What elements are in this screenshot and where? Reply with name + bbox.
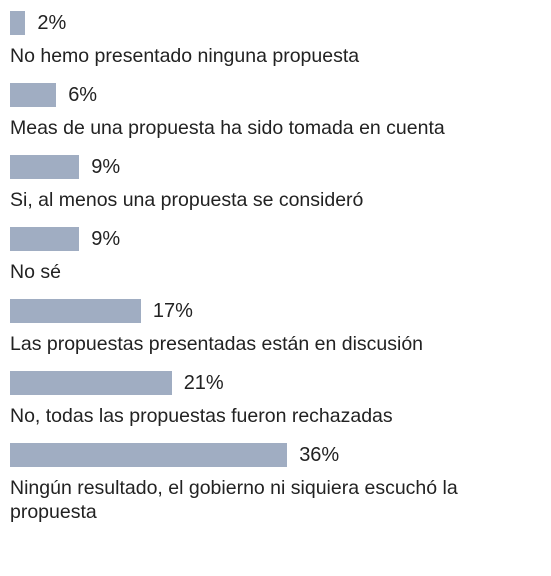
bar-line: 6% (10, 82, 551, 108)
bar-line: 9% (10, 154, 551, 180)
value-label: 6% (68, 83, 98, 106)
bar (10, 371, 172, 395)
bar-line: 2% (10, 10, 551, 36)
bar (10, 443, 288, 467)
category-label: Meas de una propuesta ha sido tomada en … (10, 117, 445, 139)
value-label: 21% (183, 371, 224, 394)
bar (10, 299, 141, 323)
value-label: 2% (37, 11, 67, 34)
bar (10, 83, 57, 107)
category-label: Las propuestas presentadas están en disc… (10, 333, 424, 355)
bar-row: 36% Ningún resultado, el gobierno ni siqu… (10, 442, 551, 524)
category-label: Ningún resultado, el gobierno ni siquier… (10, 477, 458, 523)
bar-line: 17% (10, 298, 551, 324)
bar-row: 6% Meas de una propuesta ha sido tomada e… (10, 82, 551, 140)
bar-row: 17% Las propuestas presentadas están en d… (10, 298, 551, 356)
value-label: 17% (152, 299, 193, 322)
bar-row: 21% No, todas las propuestas fueron recha… (10, 370, 551, 428)
value-label: 9% (91, 155, 121, 178)
bar (10, 11, 26, 35)
value-label: 36% (299, 443, 340, 466)
bar-row: 2% No hemo presentado ninguna propuesta (10, 10, 551, 68)
bar-row: 9% Si, al menos una propuesta se consider… (10, 154, 551, 212)
category-label: No, todas las propuestas fueron rechazad… (10, 405, 393, 427)
value-label: 9% (91, 227, 121, 250)
bar-line: 36% (10, 442, 551, 468)
category-label: No sé (10, 261, 61, 283)
category-label: Si, al menos una propuesta se consideró (10, 189, 364, 211)
bar (10, 155, 80, 179)
bar-row: 9% No sé (10, 226, 551, 284)
bar (10, 227, 80, 251)
bar-line: 21% (10, 370, 551, 396)
bar-line: 9% (10, 226, 551, 252)
category-label: No hemo presentado ninguna propuesta (10, 45, 360, 67)
